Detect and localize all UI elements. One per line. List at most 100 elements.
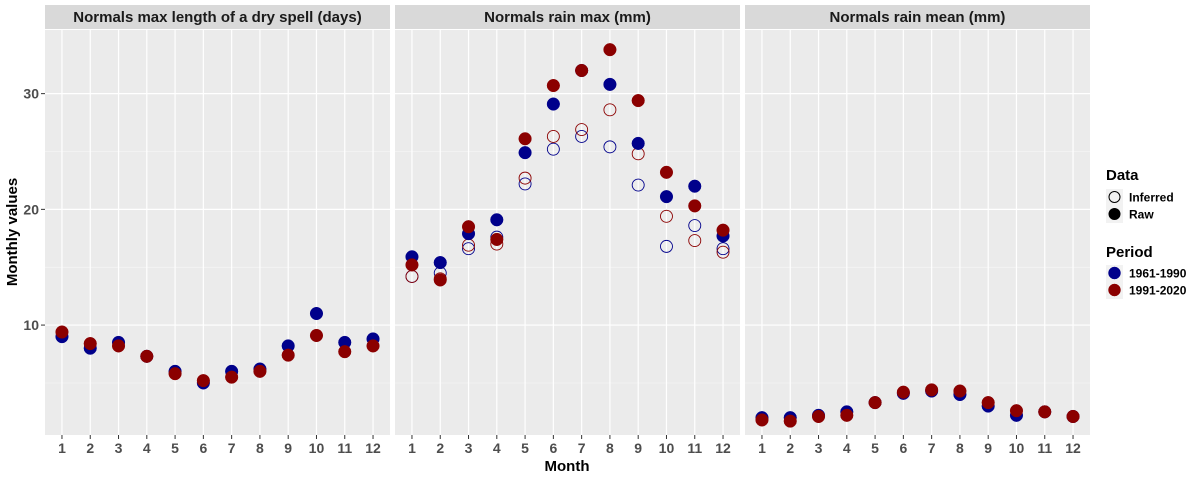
x-tick-label: 4 bbox=[143, 440, 151, 456]
point-raw-1991-2020-m11 bbox=[338, 345, 352, 359]
x-tick-label: 9 bbox=[984, 440, 992, 456]
point-raw-1991-2020-m9 bbox=[631, 94, 645, 108]
point-inferred-1961-1990-m9 bbox=[631, 178, 645, 192]
panel-1: Normals max length of a dry spell (days)… bbox=[45, 5, 390, 456]
x-tick-label: 11 bbox=[1037, 440, 1052, 456]
point-raw-1991-2020-m10 bbox=[309, 328, 324, 343]
point-raw-1991-2020-m4 bbox=[140, 349, 154, 363]
x-axis-title: Month bbox=[545, 458, 590, 475]
point-raw-1991-2020-m5 bbox=[518, 132, 532, 146]
point-raw-1961-1990-m5 bbox=[518, 146, 532, 160]
point-inferred-1961-1990-m3 bbox=[462, 242, 475, 256]
point-raw-1961-1990-m2 bbox=[433, 256, 447, 270]
point-raw-1991-2020-m4 bbox=[840, 408, 854, 422]
point-raw-1991-2020-m5 bbox=[868, 396, 882, 410]
facet-panels: Normals max length of a dry spell (days)… bbox=[45, 5, 1090, 456]
point-inferred-1991-2020-m5 bbox=[518, 171, 532, 185]
x-tick-label: 5 bbox=[521, 440, 529, 456]
x-tick-label: 8 bbox=[606, 440, 614, 456]
panel-background bbox=[745, 30, 1090, 435]
point-inferred-1991-2020-m12 bbox=[716, 245, 730, 259]
point-raw-1991-2020-m8 bbox=[253, 364, 267, 378]
y-tick-label: 30 bbox=[23, 86, 39, 102]
point-raw-1991-2020-m11 bbox=[688, 199, 702, 213]
x-tick-label: 7 bbox=[228, 440, 236, 456]
point-raw-1961-1990-m8 bbox=[603, 77, 617, 91]
x-tick-label: 11 bbox=[337, 440, 352, 456]
x-tick-label: 10 bbox=[659, 440, 675, 456]
panel-title: Normals rain mean (mm) bbox=[830, 9, 1006, 26]
x-tick-label: 2 bbox=[436, 440, 444, 456]
legend: Data Inferred Raw Period 1961-1990 1991-2020 bbox=[1106, 167, 1187, 299]
panel-title: Normals max length of a dry spell (days) bbox=[73, 9, 361, 26]
point-raw-1991-2020-m1 bbox=[405, 258, 419, 272]
x-tick-label: 10 bbox=[1009, 440, 1025, 456]
x-tick-label: 1 bbox=[758, 440, 766, 456]
point-inferred-1961-1990-m7 bbox=[575, 130, 589, 143]
y-tick-label: 20 bbox=[23, 201, 39, 217]
x-tick-label: 12 bbox=[365, 440, 381, 456]
point-raw-1991-2020-m7 bbox=[225, 370, 239, 384]
x-tick-label: 1 bbox=[408, 440, 416, 456]
point-raw-1991-2020-m7 bbox=[925, 383, 939, 397]
x-tick-label: 3 bbox=[815, 440, 823, 456]
point-raw-1961-1990-m11 bbox=[688, 179, 702, 193]
point-raw-1991-2020-m9 bbox=[981, 396, 995, 410]
y-axis-ticks: 10 20 30 bbox=[23, 86, 45, 333]
legend-label-inferred: Inferred bbox=[1129, 191, 1174, 205]
x-tick-label: 12 bbox=[1065, 440, 1081, 456]
point-inferred-1991-2020-m7 bbox=[575, 123, 589, 136]
point-raw-1991-2020-m2 bbox=[783, 414, 797, 428]
x-tick-label: 1 bbox=[58, 440, 66, 456]
point-raw-1991-2020-m3 bbox=[811, 409, 826, 424]
point-raw-1991-2020-m7 bbox=[575, 63, 589, 78]
point-raw-1991-2020-m10 bbox=[659, 165, 674, 179]
point-raw-1991-2020-m8 bbox=[603, 43, 617, 57]
point-inferred-1961-1990-m11 bbox=[688, 219, 702, 233]
x-tick-label: 8 bbox=[956, 440, 964, 456]
legend-key-1961-1990 bbox=[1108, 266, 1121, 280]
x-tick-label: 2 bbox=[786, 440, 794, 456]
point-raw-1991-2020-m2 bbox=[433, 273, 447, 287]
legend-label-1991-2020: 1991-2020 bbox=[1129, 284, 1187, 298]
point-inferred-1961-1990-m8 bbox=[603, 140, 617, 154]
legend-data-title: Data bbox=[1106, 167, 1139, 184]
x-tick-label: 7 bbox=[928, 440, 936, 456]
panel-strip bbox=[45, 5, 390, 29]
point-raw-1991-2020-m3 bbox=[111, 339, 126, 353]
x-tick-label: 10 bbox=[309, 440, 325, 456]
x-tick-label: 4 bbox=[843, 440, 851, 456]
point-raw-1991-2020-m6 bbox=[196, 374, 210, 388]
legend-key-raw bbox=[1108, 208, 1121, 220]
point-raw-1991-2020-m6 bbox=[546, 78, 560, 93]
panel-background bbox=[395, 30, 740, 435]
point-raw-1991-2020-m12 bbox=[366, 339, 380, 353]
point-inferred-1991-2020-m10 bbox=[660, 209, 673, 223]
y-axis-title: Monthly values bbox=[4, 178, 21, 286]
point-inferred-1961-1990-m6 bbox=[546, 142, 560, 156]
x-tick-label: 6 bbox=[899, 440, 907, 456]
point-raw-1991-2020-m10 bbox=[1009, 404, 1024, 418]
point-raw-1991-2020-m6 bbox=[896, 385, 910, 399]
point-raw-1961-1990-m10 bbox=[659, 190, 674, 204]
x-tick-label: 3 bbox=[115, 440, 123, 456]
point-raw-1991-2020-m9 bbox=[281, 348, 295, 362]
point-inferred-1961-1990-m10 bbox=[660, 239, 673, 253]
x-tick-label: 9 bbox=[284, 440, 292, 456]
x-tick-label: 9 bbox=[634, 440, 642, 456]
point-raw-1991-2020-m1 bbox=[55, 325, 69, 339]
x-tick-label: 4 bbox=[493, 440, 501, 456]
x-tick-label: 3 bbox=[465, 440, 473, 456]
x-tick-label: 12 bbox=[715, 440, 731, 456]
point-raw-1991-2020-m4 bbox=[490, 232, 504, 246]
point-inferred-1991-2020-m8 bbox=[603, 103, 617, 117]
point-raw-1961-1990-m6 bbox=[546, 97, 560, 111]
point-raw-1991-2020-m3 bbox=[461, 220, 476, 234]
x-tick-label: 7 bbox=[578, 440, 586, 456]
point-raw-1961-1990-m4 bbox=[490, 213, 504, 227]
x-tick-label: 6 bbox=[199, 440, 207, 456]
point-raw-1991-2020-m12 bbox=[716, 223, 730, 237]
x-tick-label: 8 bbox=[256, 440, 264, 456]
y-tick-label: 10 bbox=[23, 317, 39, 333]
